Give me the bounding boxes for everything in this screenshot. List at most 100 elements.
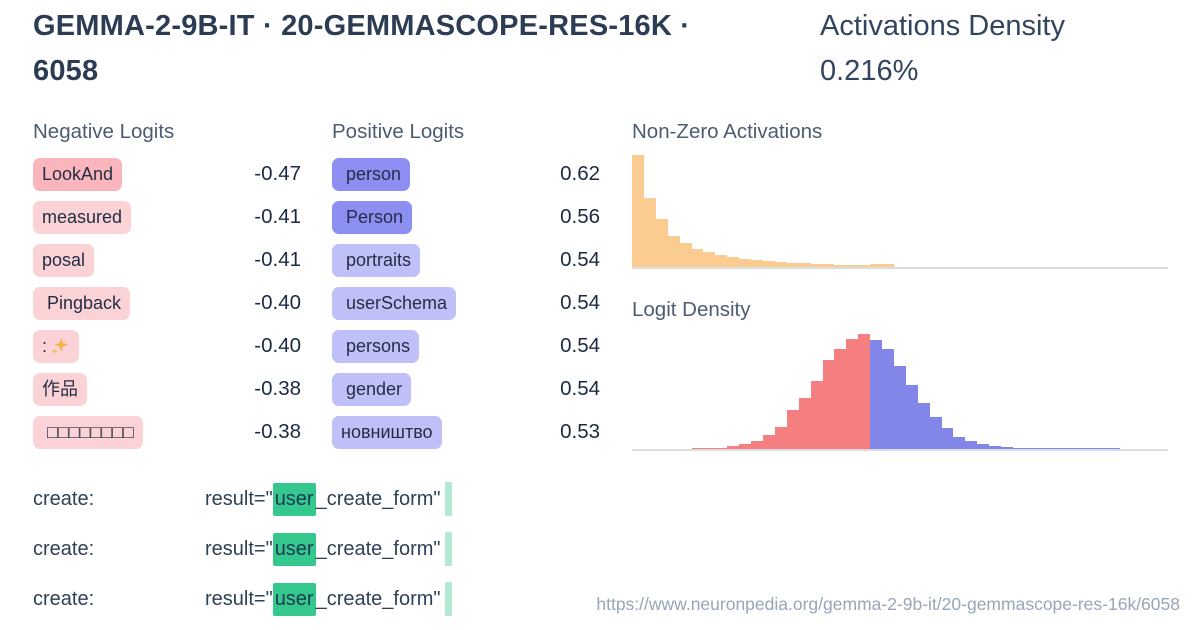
histogram-bar (941, 428, 954, 449)
logit-row: Person 0.56 (332, 200, 600, 234)
histogram-bar (703, 448, 716, 449)
negative-logits-section: Negative Logits LookAnd -0.47 measured -0.4… (33, 118, 301, 458)
logit-row: Pingback -0.40 (33, 286, 301, 320)
logit-row: LookAnd -0.47 (33, 157, 301, 191)
histogram-bar (751, 260, 763, 267)
logit-row: person 0.62 (332, 157, 600, 191)
logit-row: posal -0.41 (33, 243, 301, 277)
logit-value: 0.54 (560, 248, 600, 271)
histogram-bar (1048, 448, 1061, 449)
histogram-bar (846, 265, 859, 267)
histogram-bar (870, 264, 883, 267)
logit-value: -0.47 (254, 162, 301, 185)
token-badge[interactable]: LookAnd (33, 157, 123, 191)
snippet-row: create: result=" user _create_form" (33, 582, 573, 616)
logit-density-histogram (632, 334, 1168, 451)
logit-value: -0.38 (254, 377, 301, 400)
histogram-bar (810, 264, 823, 267)
positive-logits-heading: Positive Logits (332, 120, 465, 143)
histogram-bar (810, 381, 823, 449)
histogram-bar (822, 360, 835, 449)
snippet-highlighted-token[interactable]: user (272, 532, 316, 566)
histogram-bar (655, 219, 668, 267)
histogram-bar (858, 265, 871, 267)
histogram-bar (762, 261, 775, 267)
snippet-text: result=" user _create_form" (205, 482, 452, 516)
token-badge[interactable]: gender (332, 372, 412, 406)
histogram-bar (715, 255, 728, 267)
histogram-bar (727, 257, 740, 267)
logit-row: 作品 -0.38 (33, 372, 301, 406)
logit-value: 0.62 (560, 162, 600, 185)
token-badge[interactable]: новништво (332, 415, 442, 449)
histogram-bar (929, 417, 942, 449)
snippet-row: create: result=" user _create_form" (33, 532, 573, 566)
logit-row: □□□□□□□□ -0.38 (33, 415, 301, 449)
histogram-bar (1001, 447, 1013, 449)
token-badge[interactable]: persons (332, 329, 420, 363)
histogram-bar (893, 366, 906, 449)
token-badge[interactable]: userSchema (332, 286, 457, 320)
token-badge[interactable]: portraits (332, 243, 421, 277)
token-badge[interactable]: Person (332, 200, 413, 234)
snippet-prefix: result=" (205, 587, 273, 610)
histogram-bar (1060, 448, 1073, 449)
snippet-row: create: result=" user _create_form" (33, 482, 573, 516)
snippet-label: create: (33, 587, 95, 610)
histogram-bar (965, 441, 978, 449)
token-badge[interactable]: 作品 (33, 372, 87, 406)
histogram-bar (774, 427, 787, 449)
histogram-bar (739, 444, 752, 449)
logit-value: 0.56 (560, 205, 600, 228)
activations-density: Activations Density 0.216% (820, 4, 1150, 94)
token-badge[interactable]: : (33, 329, 80, 363)
token-badge[interactable]: □□□□□□□□ (33, 415, 143, 449)
token-badge[interactable]: Pingback (33, 286, 131, 320)
histogram-bar (691, 249, 704, 267)
histogram-bar (989, 446, 1002, 449)
logit-row: userSchema 0.54 (332, 286, 600, 320)
histogram-bar (715, 448, 728, 449)
snippet-label: create: (33, 537, 95, 560)
histogram-bar (1072, 448, 1085, 449)
logit-value: 0.54 (560, 334, 600, 357)
logit-value: 0.54 (560, 377, 600, 400)
snippet-highlighted-token[interactable]: user (272, 582, 316, 616)
histogram-bar (798, 263, 811, 267)
token-badge[interactable]: person (332, 157, 411, 191)
histogram-bar (882, 349, 894, 449)
logit-value: -0.41 (254, 248, 301, 271)
histogram-bar (834, 265, 847, 267)
snippet-prefix: result=" (205, 537, 273, 560)
snippet-suffix: _create_form" (315, 487, 441, 510)
charts-column: Non-Zero Activations Logit Density (632, 118, 1168, 451)
histogram-bar (917, 403, 930, 449)
histogram-bar (870, 340, 883, 449)
histogram-bar (858, 334, 871, 449)
snippet-prefix: result=" (205, 487, 273, 510)
histogram-bar (786, 263, 799, 267)
histogram-bar (977, 444, 990, 449)
histogram-bar (953, 437, 966, 449)
token-badge[interactable]: posal (33, 243, 95, 277)
histogram-bar (882, 264, 894, 267)
positive-logits-section: Positive Logits person 0.62 Person 0.56 po… (332, 118, 600, 458)
histogram-bar (703, 252, 716, 267)
histogram-bar (774, 262, 787, 267)
histogram-bar (632, 155, 644, 267)
snippet-highlighted-token[interactable]: user (272, 482, 316, 516)
histogram-bar (762, 435, 775, 449)
logit-value: -0.41 (254, 205, 301, 228)
source-url[interactable]: https://www.neuronpedia.org/gemma-2-9b-i… (596, 594, 1180, 614)
activation-strength-bar (444, 482, 452, 516)
activation-strength-bar (444, 532, 452, 566)
histogram-bar (1024, 448, 1037, 449)
token-text: : (42, 335, 48, 356)
negative-logits-heading: Negative Logits (33, 120, 175, 143)
nonzero-activations-heading: Non-Zero Activations (632, 120, 823, 143)
negative-logits-list: LookAnd -0.47 measured -0.41 posal -0.41 Ping… (33, 157, 301, 449)
histogram-bar (739, 259, 752, 267)
snippet-text: result=" user _create_form" (205, 582, 452, 616)
token-badge[interactable]: measured (33, 200, 132, 234)
